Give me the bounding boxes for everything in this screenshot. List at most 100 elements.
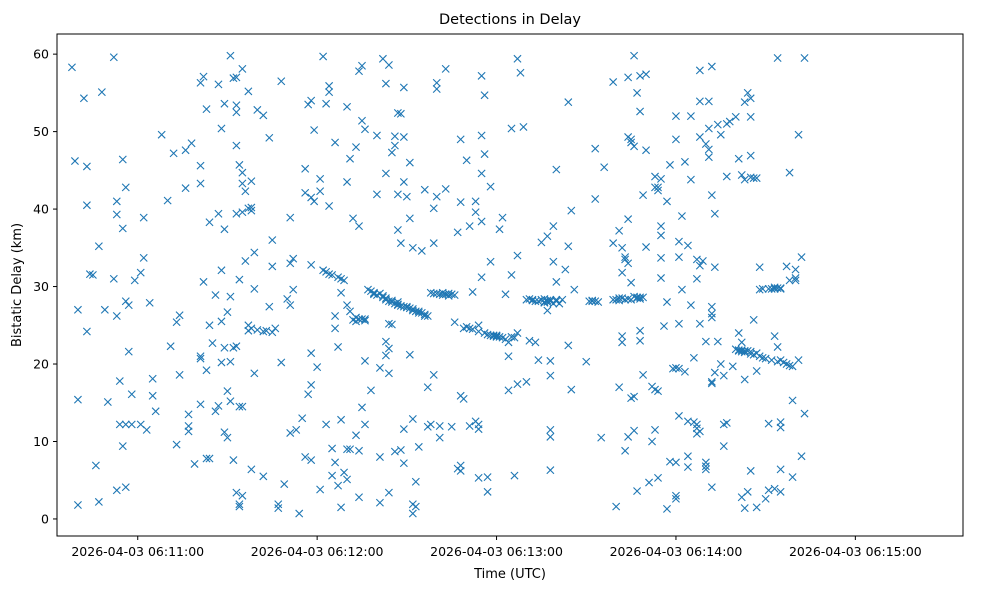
data-point-marker [226, 292, 235, 301]
marker-stroke [636, 326, 645, 335]
data-point-marker [495, 225, 504, 234]
data-point-marker [334, 342, 343, 351]
data-point-marker [405, 350, 414, 359]
data-point-marker [543, 296, 552, 305]
data-point-marker [564, 242, 573, 251]
marker-stroke [755, 263, 764, 272]
marker-stroke [411, 307, 420, 316]
marker-stroke [597, 433, 606, 442]
marker-stroke [719, 371, 728, 380]
marker-stroke [501, 290, 510, 299]
data-point-marker [665, 160, 674, 169]
marker-stroke [325, 88, 334, 97]
marker-stroke [677, 285, 686, 294]
marker-stroke [749, 174, 758, 183]
marker-stroke [229, 456, 238, 465]
marker-stroke [660, 322, 668, 331]
data-point-marker [624, 215, 633, 224]
data-point-marker [498, 213, 507, 222]
marker-stroke [396, 446, 405, 454]
marker-stroke [226, 357, 235, 366]
marker-stroke [525, 336, 534, 345]
marker-stroke [109, 53, 118, 62]
data-point-marker [549, 257, 558, 266]
data-point-marker [507, 124, 516, 133]
marker-stroke [214, 80, 223, 89]
data-point-marker [674, 364, 683, 373]
marker-stroke [360, 316, 369, 325]
data-point-marker [352, 431, 360, 440]
data-point-marker [513, 251, 522, 260]
marker-stroke [184, 422, 193, 430]
marker-stroke [624, 73, 633, 82]
data-point-marker [121, 297, 130, 306]
marker-stroke [393, 298, 402, 307]
marker-stroke [274, 504, 283, 513]
marker-stroke [695, 66, 704, 75]
marker-stroke [340, 468, 349, 477]
marker-stroke [352, 313, 360, 322]
data-point-marker [692, 274, 701, 283]
marker-stroke [112, 197, 121, 206]
data-point-marker [477, 131, 486, 140]
data-point-marker [776, 284, 785, 293]
data-point-marker [355, 315, 363, 324]
marker-stroke [352, 143, 360, 152]
data-point-marker [70, 157, 79, 166]
data-point-marker [749, 174, 758, 183]
marker-stroke [217, 317, 226, 326]
marker-stroke [232, 209, 241, 218]
marker-stroke [609, 78, 618, 87]
data-point-marker [238, 179, 247, 188]
data-point-marker [343, 177, 352, 186]
marker-stroke [746, 349, 755, 358]
marker-stroke [223, 433, 232, 442]
data-point-marker [444, 289, 453, 298]
data-point-marker [755, 263, 764, 272]
marker-stroke [396, 239, 405, 248]
data-point-marker [82, 201, 91, 210]
marker-stroke [265, 133, 274, 142]
marker-stroke [585, 297, 594, 306]
plot-area-frame [56, 33, 964, 537]
data-point-marker [184, 422, 193, 430]
data-point-marker [295, 509, 304, 518]
data-point-marker [621, 295, 630, 304]
marker-stroke [719, 442, 728, 451]
marker-stroke [486, 182, 495, 191]
data-point-marker [552, 277, 561, 286]
data-point-marker [531, 297, 540, 306]
data-point-marker [235, 502, 244, 511]
marker-stroke [746, 94, 755, 103]
marker-stroke [369, 290, 378, 299]
data-point-marker [384, 488, 393, 497]
marker-stroke [328, 471, 337, 480]
marker-stroke [259, 327, 268, 336]
data-point-marker [286, 428, 295, 437]
marker-stroke [232, 488, 241, 497]
marker-stroke [411, 502, 420, 511]
data-point-marker [788, 473, 797, 482]
marker-stroke [358, 116, 366, 125]
marker-stroke [791, 276, 800, 285]
data-point-marker [654, 186, 662, 195]
data-point-marker [277, 358, 286, 367]
data-point-marker [139, 213, 148, 222]
data-point-marker [695, 427, 704, 436]
data-point-marker [722, 172, 731, 181]
marker-stroke [238, 402, 247, 411]
x-tick-label: 2026-04-03 06:12:00 [251, 544, 384, 559]
data-point-marker [704, 97, 713, 106]
marker-stroke [319, 52, 328, 61]
data-point-marker [651, 172, 660, 181]
marker-stroke [94, 242, 103, 251]
data-point-marker [543, 306, 552, 315]
marker-stroke [73, 501, 82, 510]
data-point-marker [396, 239, 405, 248]
data-point-marker [546, 295, 555, 304]
data-point-marker [112, 311, 121, 320]
data-point-marker [307, 380, 316, 389]
marker-stroke [121, 183, 130, 192]
marker-stroke [624, 432, 633, 441]
marker-stroke [124, 347, 133, 356]
